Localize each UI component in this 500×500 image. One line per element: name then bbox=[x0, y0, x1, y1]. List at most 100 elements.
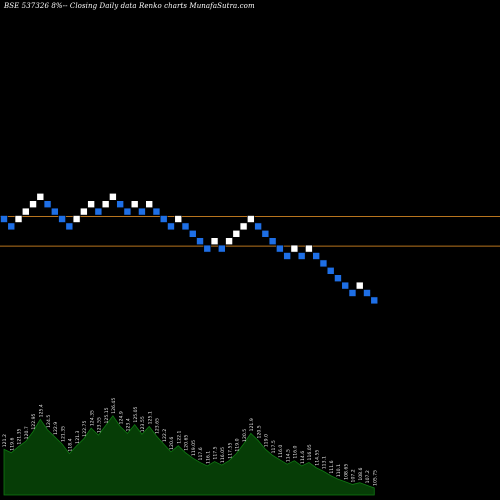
renko-brick-down bbox=[167, 222, 175, 231]
renko-brick-down bbox=[123, 207, 132, 216]
renko-brick-up bbox=[72, 215, 81, 223]
renko-brick-down bbox=[152, 207, 161, 216]
volume-label: 120.65 bbox=[184, 435, 190, 451]
volume-label: 119.0 bbox=[235, 438, 241, 451]
renko-brick-down bbox=[319, 259, 328, 268]
volume-label: 126.45 bbox=[111, 398, 117, 414]
renko-brick-down bbox=[370, 296, 379, 305]
volume-label: 107.2 bbox=[365, 470, 371, 483]
renko-brick-up bbox=[174, 215, 183, 223]
renko-brick-down bbox=[203, 244, 212, 253]
volume-label: 125.05 bbox=[133, 406, 139, 422]
volume-label: 120.6 bbox=[169, 437, 175, 450]
renko-brick-down bbox=[218, 244, 226, 253]
renko-brick-down bbox=[283, 252, 291, 260]
chart-title: BSE 537326 8%-- Closing Daily data Renko… bbox=[4, 2, 255, 10]
volume-label: 124.5 bbox=[46, 415, 52, 428]
volume-label: 125.1 bbox=[147, 411, 153, 424]
renko-brick-down bbox=[312, 252, 320, 260]
volume-label: 121.35 bbox=[60, 426, 66, 442]
volume-label: 116.05 bbox=[220, 447, 226, 463]
volume-label: 123.65 bbox=[155, 418, 161, 434]
renko-brick-up bbox=[101, 200, 110, 208]
volume-label: 119.0 bbox=[264, 434, 270, 447]
renko-brick-up bbox=[290, 244, 299, 253]
renko-brick-down bbox=[43, 200, 52, 208]
volume-label: 107.2 bbox=[351, 469, 357, 482]
renko-brick-down bbox=[94, 207, 103, 216]
volume-label: 120.7 bbox=[24, 426, 30, 439]
volume-label: 121.9 bbox=[249, 418, 255, 431]
volume-label: 105.75 bbox=[372, 470, 378, 486]
renko-brick-down bbox=[297, 252, 306, 260]
volume-label: 108.6 bbox=[358, 467, 364, 480]
volume-label: 116.05 bbox=[307, 444, 313, 460]
volume-label: 116.0 bbox=[278, 445, 284, 458]
volume-label: 123.55 bbox=[140, 416, 146, 432]
volume-label: 122.75 bbox=[82, 421, 88, 437]
volume-label: 125.15 bbox=[104, 407, 110, 423]
renko-brick-down bbox=[348, 289, 357, 297]
renko-brick-up bbox=[225, 237, 233, 245]
volume-label: 108.65 bbox=[343, 464, 349, 480]
volume-label: 111.6 bbox=[329, 460, 335, 473]
renko-brick-up bbox=[87, 200, 95, 208]
volume-label: 116.0 bbox=[293, 445, 299, 458]
renko-brick-down bbox=[196, 237, 204, 245]
renko-brick-down bbox=[116, 200, 124, 208]
renko-brick-down bbox=[7, 222, 16, 231]
renko-brick-down bbox=[276, 244, 284, 253]
renko-brick-up bbox=[247, 215, 255, 223]
renko-brick-up bbox=[21, 207, 30, 216]
renko-brick-up bbox=[14, 215, 23, 223]
volume-label: 117.5 bbox=[271, 440, 277, 453]
volume-label: 116.1 bbox=[205, 451, 211, 464]
volume-label: 114.6 bbox=[300, 451, 306, 464]
volume-label: 117.6 bbox=[198, 447, 204, 460]
renko-brick-down bbox=[181, 222, 190, 231]
volume-area bbox=[3, 415, 375, 496]
renko-brick-up bbox=[305, 244, 313, 253]
renko-bricks bbox=[0, 193, 379, 305]
volume-label: 119.6 bbox=[9, 438, 15, 451]
renko-brick-down bbox=[341, 281, 350, 290]
renko-brick-up bbox=[29, 200, 37, 208]
volume-label: 121.35 bbox=[17, 428, 23, 444]
volume-label: 119.05 bbox=[191, 440, 197, 456]
renko-brick-down bbox=[159, 215, 168, 223]
volume-label: 123.4 bbox=[126, 418, 132, 431]
renko-brick-up bbox=[239, 222, 248, 231]
volume-label: 113.1 bbox=[322, 456, 328, 469]
volume-label: 121.3 bbox=[75, 430, 81, 443]
renko-brick-down bbox=[65, 222, 74, 231]
volume-label: 120.5 bbox=[242, 429, 248, 442]
renko-brick-up bbox=[210, 237, 219, 245]
renko-brick-up bbox=[130, 200, 139, 208]
volume-label: 122.95 bbox=[31, 413, 37, 429]
volume-label: 125.4 bbox=[39, 404, 45, 417]
volume-label: 121.2 bbox=[2, 434, 8, 447]
volume-label: 122.9 bbox=[53, 422, 59, 435]
renko-brick-up bbox=[109, 193, 117, 201]
renko-brick-up bbox=[232, 230, 241, 238]
renko-brick-up bbox=[80, 207, 88, 216]
renko-brick-down bbox=[268, 237, 277, 245]
renko-brick-down bbox=[326, 266, 335, 275]
renko-brick-up bbox=[145, 200, 153, 208]
renko-brick-down bbox=[0, 215, 8, 223]
volume-label: 117.5 bbox=[213, 446, 219, 459]
volume-label: 123.55 bbox=[97, 417, 103, 433]
volume-label: 118.4 bbox=[68, 438, 74, 451]
volume-label: 124.35 bbox=[89, 410, 95, 426]
volume-label: 124.9 bbox=[118, 411, 124, 424]
renko-brick-up bbox=[355, 281, 364, 290]
renko-brick-up bbox=[36, 193, 45, 201]
volume-label: 114.55 bbox=[314, 450, 320, 466]
renko-brick-down bbox=[334, 274, 342, 283]
renko-brick-down bbox=[261, 230, 270, 238]
renko-brick-down bbox=[254, 222, 262, 231]
volume-panel: 121.2 119.6 121.35 120.7122.95125.4124.5122… bbox=[2, 398, 378, 496]
renko-brick-down bbox=[51, 207, 59, 216]
